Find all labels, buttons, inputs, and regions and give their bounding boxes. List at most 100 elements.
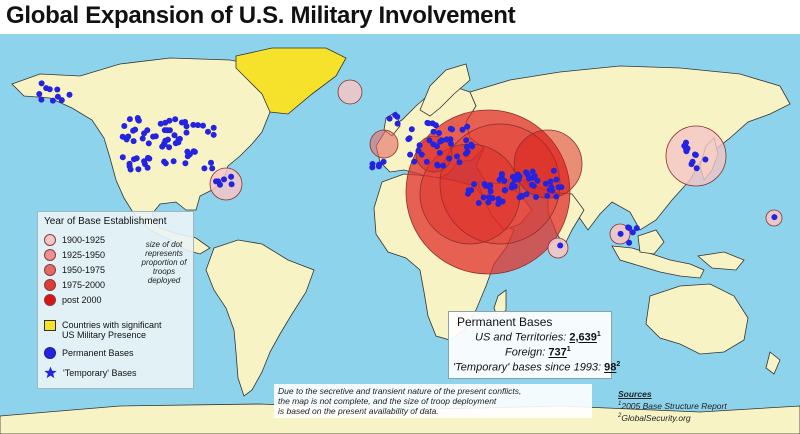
base-dot [629, 229, 636, 236]
base-dot [54, 86, 61, 93]
base-dot [131, 156, 137, 163]
base-dot [475, 200, 482, 206]
legend-item-presence: Countries with significant US Military P… [44, 320, 162, 340]
base-dot [130, 138, 137, 145]
troop-circle [547, 237, 569, 259]
base-dot [183, 123, 190, 130]
antarctica [0, 403, 800, 434]
australia [645, 283, 749, 355]
base-dot [464, 123, 471, 130]
base-dot [525, 175, 532, 182]
base-dot [692, 151, 698, 158]
disclaimer-line: is based on the present availability of … [278, 406, 439, 416]
base-dot [145, 140, 152, 147]
bases-us-row: US and Territories: 2,6391 [475, 331, 601, 344]
base-dot [468, 141, 475, 148]
base-dot [178, 119, 185, 126]
troop-circle [337, 79, 363, 105]
footnote-marker: 2 [616, 361, 621, 368]
base-dot [228, 181, 235, 188]
base-dot [150, 133, 157, 140]
base-dot [36, 91, 43, 97]
base-dot [394, 113, 401, 120]
base-dot [43, 85, 50, 92]
dot-size-note: size of dot represents proportion of tro… [141, 240, 187, 285]
legend-label: 1925-1950 [62, 250, 106, 260]
base-dot [119, 133, 126, 140]
base-dot [157, 120, 164, 127]
legend-label: 1950-1975 [62, 265, 106, 275]
base-dot [125, 133, 132, 140]
base-dot [186, 151, 193, 158]
base-dot [380, 158, 387, 165]
base-dot [542, 180, 549, 187]
base-dot [408, 126, 415, 133]
disclaimer-line: Due to the secretive and transient natur… [278, 386, 522, 396]
footnote-marker: 1 [566, 346, 571, 353]
base-dot [38, 96, 45, 103]
base-dot [437, 138, 444, 145]
base-dot [547, 178, 554, 185]
base-dot [529, 168, 536, 175]
base-dot [194, 122, 201, 129]
base-dot [449, 126, 455, 133]
base-dot [454, 153, 460, 160]
base-dot [407, 151, 414, 158]
legend-label: Permanent Bases [62, 348, 134, 358]
base-dot [489, 195, 496, 202]
base-dot [498, 171, 505, 177]
base-dot [369, 164, 376, 171]
base-dot [481, 181, 488, 188]
base-dot [553, 176, 560, 183]
base-dot [171, 132, 178, 139]
base-dot [405, 136, 412, 143]
base-dot [523, 191, 530, 198]
borneo [637, 229, 665, 255]
period-swatch [44, 294, 56, 306]
base-dot [416, 142, 423, 149]
legend-item-1900-1925: 1900-1925 [44, 234, 105, 246]
base-dot [183, 129, 190, 136]
base-dot [135, 166, 142, 173]
base-dot [436, 149, 443, 156]
base-dot [436, 130, 442, 136]
base-dot [548, 184, 555, 191]
permanent-bases-box: Permanent Bases US and Territories: 2,63… [448, 311, 620, 379]
base-dot [480, 194, 487, 201]
base-dot [205, 128, 211, 135]
new-guinea [697, 251, 745, 271]
base-dot [509, 181, 516, 188]
base-dot [446, 155, 453, 162]
base-dot [49, 97, 56, 104]
base-dot [132, 126, 139, 133]
legend-item-post-2000: post 2000 [44, 294, 102, 306]
base-dot [172, 116, 179, 123]
base-dot [534, 177, 541, 184]
bases-heading: Permanent Bases [457, 315, 553, 329]
legend-label: Countries with significant US Military P… [62, 320, 162, 340]
base-dot [208, 159, 214, 166]
presence-line-2: US Military Presence [62, 330, 147, 340]
base-dot [495, 200, 502, 207]
base-dot [509, 173, 516, 180]
base-dot [463, 150, 469, 157]
legend-item-temporary: 'Temporary' Bases [44, 366, 136, 379]
base-dot [459, 126, 466, 133]
bases-temp-label: 'Temporary' bases since 1993: [453, 361, 605, 374]
base-dot [221, 176, 227, 183]
map-legend: Year of Base Establishment 1900-1925 192… [37, 211, 194, 389]
base-dot [201, 165, 208, 172]
bases-us-value: 2,639 [569, 331, 597, 344]
base-dot [487, 188, 494, 195]
legend-item-1925-1950: 1925-1950 [44, 249, 105, 261]
troop-circle [439, 123, 561, 245]
base-dot [501, 177, 508, 184]
base-dot [550, 167, 557, 174]
period-swatch [44, 279, 56, 291]
base-dot [702, 156, 709, 163]
base-dot [440, 162, 447, 169]
base-dot [557, 242, 564, 249]
base-dot [127, 166, 134, 173]
blue-dot-icon [44, 347, 56, 359]
